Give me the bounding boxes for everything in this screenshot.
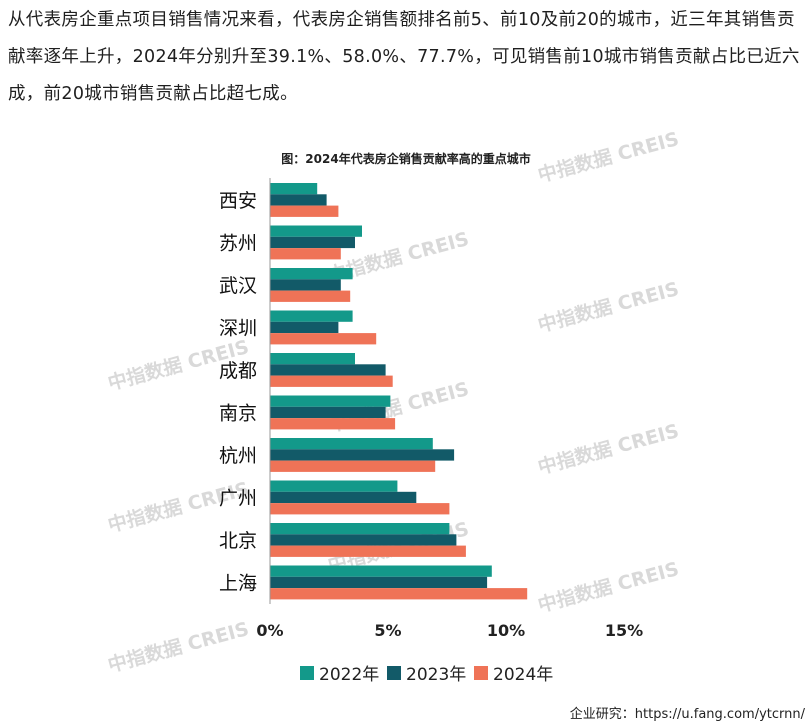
legend-label-1: 2022年 [319, 665, 379, 685]
bar-1-series-1 [270, 183, 318, 195]
bar-10-series-2 [270, 576, 488, 589]
bar-5-series-1 [270, 353, 355, 365]
bar-3-series-1 [270, 268, 353, 280]
x-tick-label-2: 5% [374, 621, 401, 640]
bar-3-series-2 [270, 279, 341, 291]
category-label-4: 深圳 [219, 317, 257, 339]
category-label-5: 成都 [219, 360, 257, 382]
bar-3-series-3 [270, 290, 351, 302]
bars-group [270, 183, 528, 600]
category-label-3: 武汉 [219, 275, 257, 297]
bar-5-series-2 [270, 364, 386, 376]
category-label-8: 广州 [219, 487, 257, 509]
watermark-text-9: 中指数据 CREIS [105, 617, 251, 677]
watermark-text-8: 中指数据 CREIS [535, 557, 681, 617]
bar-9-series-2 [270, 534, 457, 546]
category-label-6: 南京 [219, 402, 257, 424]
category-label-7: 杭州 [219, 445, 257, 467]
bar-7-series-1 [270, 438, 433, 450]
category-label-1: 西安 [219, 190, 257, 212]
legend-label-2: 2023年 [406, 665, 466, 685]
legend-label-3: 2024年 [493, 665, 553, 685]
bar-4-series-1 [270, 310, 353, 322]
bar-10-series-1 [270, 565, 492, 577]
bar-5-series-3 [270, 375, 393, 387]
legend-swatch-1 [300, 666, 314, 680]
watermark-text-2: 中指数据 CREIS [535, 277, 681, 337]
category-label-9: 北京 [219, 530, 257, 552]
bar-6-series-1 [270, 395, 391, 407]
legend: 2022年 2023年 2024年 [300, 665, 553, 685]
watermark-text-0: 中指数据 CREIS [535, 127, 681, 187]
bar-1-series-3 [270, 205, 339, 217]
bar-2-series-1 [270, 225, 362, 237]
bar-4-series-2 [270, 321, 339, 334]
x-axis-ticks: 0% 5% 10% 15% [256, 621, 643, 640]
article-paragraph: 从代表房企重点项目销售情况来看，代表房企销售额排名前5、前10及前20的城市，近… [8, 10, 800, 104]
bar-2-series-3 [270, 248, 341, 260]
category-label-2: 苏州 [219, 232, 257, 254]
watermark-text-5: 中指数据 CREIS [535, 419, 681, 479]
bar-7-series-2 [270, 449, 455, 461]
legend-swatch-2 [387, 666, 401, 680]
x-tick-label-4: 15% [605, 621, 643, 640]
bar-2-series-2 [270, 236, 355, 249]
bar-8-series-2 [270, 491, 417, 504]
legend-swatch-3 [474, 666, 488, 680]
x-tick-label-3: 10% [487, 621, 525, 640]
article-text: 从代表房企重点项目销售情况来看，代表房企销售额排名前5、前10及前20的城市，近… [8, 2, 808, 113]
bar-9-series-1 [270, 523, 450, 535]
bar-4-series-3 [270, 333, 377, 345]
bar-9-series-3 [270, 545, 466, 557]
bar-6-series-3 [270, 418, 396, 430]
bar-6-series-2 [270, 406, 386, 419]
bar-10-series-3 [270, 588, 528, 600]
bar-8-series-3 [270, 503, 450, 515]
bar-8-series-1 [270, 480, 398, 492]
x-tick-label-1: 0% [256, 621, 283, 640]
category-label-10: 上海 [219, 573, 257, 595]
bar-7-series-3 [270, 460, 436, 472]
source-note: 企业研究：https://u.fang.com/ytcrnn/ [569, 707, 805, 722]
bar-1-series-2 [270, 194, 327, 206]
chart-title: 图：2024年代表房企销售贡献率高的重点城市 [281, 151, 530, 166]
